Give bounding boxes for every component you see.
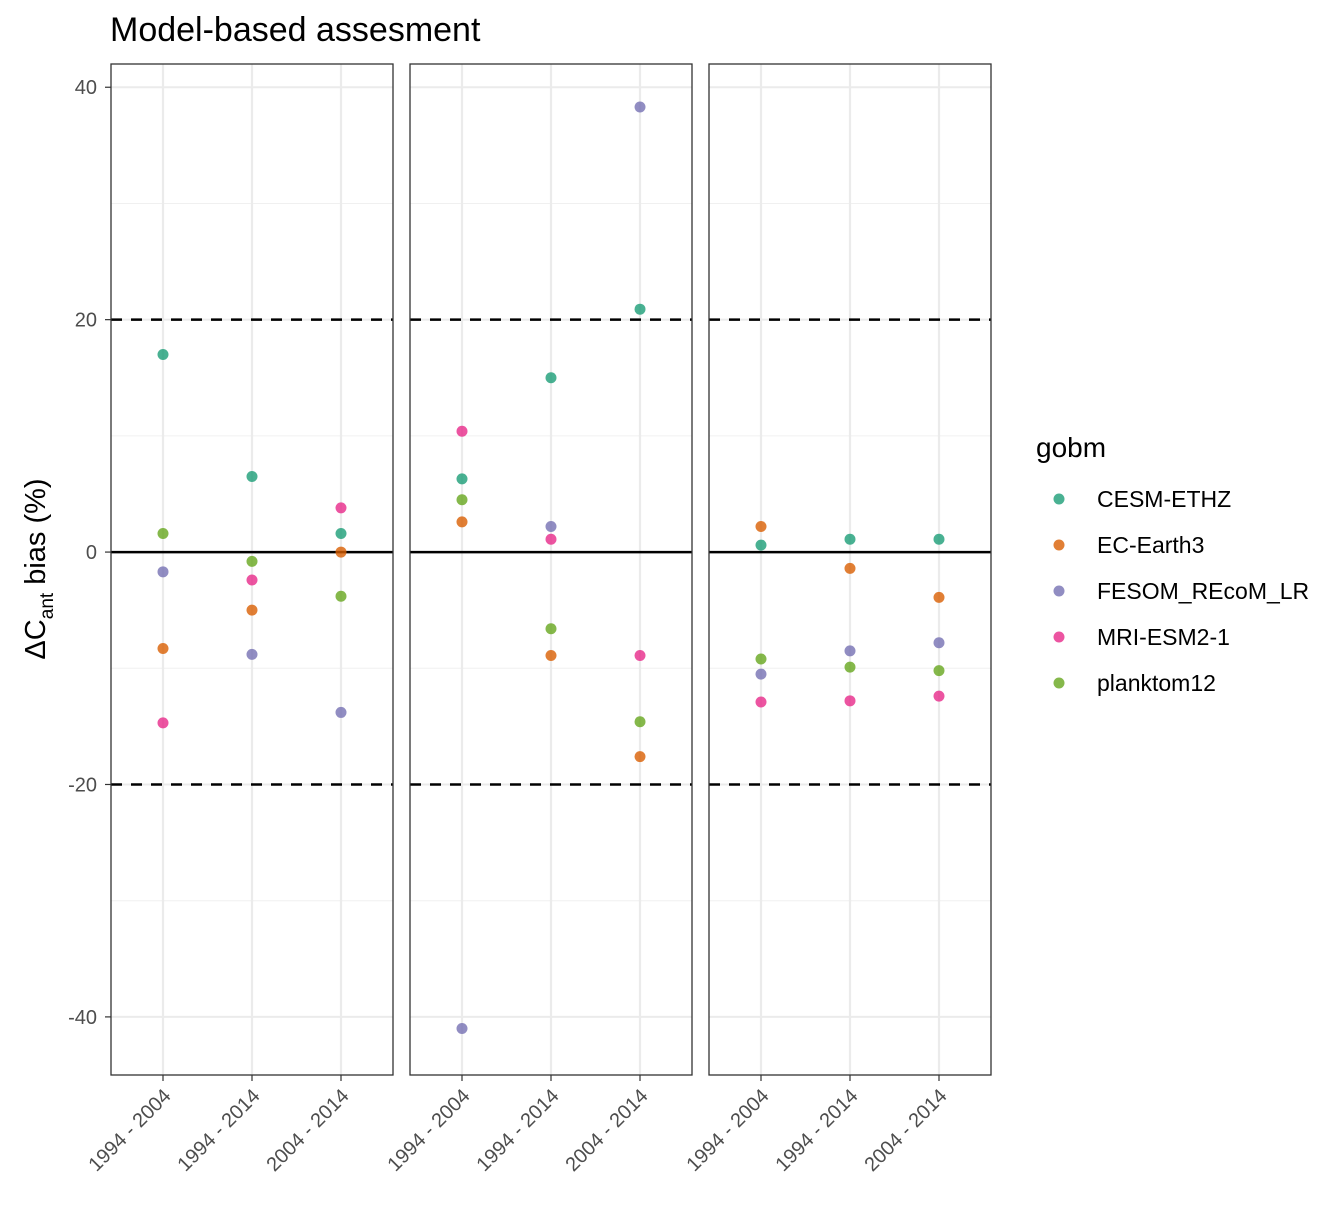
data-point xyxy=(755,668,767,680)
data-point xyxy=(933,591,945,603)
data-point xyxy=(456,494,468,506)
data-point xyxy=(246,574,258,586)
data-point xyxy=(246,471,258,483)
legend-label: CESM-ETHZ xyxy=(1097,486,1231,512)
data-point xyxy=(755,539,767,551)
y-tick-label: -40 xyxy=(68,1007,97,1029)
y-axis-label-prefix: ΔC xyxy=(20,619,52,659)
legend-key xyxy=(1053,631,1065,643)
data-point xyxy=(933,665,945,677)
data-point xyxy=(246,604,258,616)
data-point xyxy=(456,425,468,437)
y-tick-label: 0 xyxy=(86,542,97,564)
x-tick-label: 2004 - 2014 xyxy=(561,1085,652,1176)
x-tick-label: 2004 - 2014 xyxy=(860,1085,951,1176)
data-point xyxy=(545,533,557,545)
data-point xyxy=(545,521,557,533)
legend-title: gobm xyxy=(1036,432,1106,463)
legend-key xyxy=(1053,677,1065,689)
x-tick-label: 1994 - 2014 xyxy=(173,1085,264,1176)
data-point xyxy=(246,555,258,567)
legend-key xyxy=(1053,539,1065,551)
y-tick-label: -20 xyxy=(68,774,97,796)
data-point xyxy=(335,590,347,602)
x-tick-label: 1994 - 2014 xyxy=(472,1085,563,1176)
legend-key xyxy=(1053,493,1065,505)
y-axis-label-subscript: ant xyxy=(37,592,58,619)
data-point xyxy=(844,562,856,574)
x-tick-label: 1994 - 2004 xyxy=(383,1085,474,1176)
data-point xyxy=(755,521,767,533)
data-point xyxy=(634,751,646,763)
data-point xyxy=(157,643,169,655)
y-axis-label-suffix: bias (%) xyxy=(20,478,52,592)
legend-label: planktom12 xyxy=(1097,670,1216,696)
data-point xyxy=(634,716,646,728)
legend-label: EC-Earth3 xyxy=(1097,532,1204,558)
data-point xyxy=(545,623,557,635)
data-point xyxy=(755,653,767,665)
data-point xyxy=(335,502,347,514)
chart-title: Model-based assesment xyxy=(110,11,481,49)
x-tick-label: 1994 - 2004 xyxy=(84,1085,175,1176)
data-point xyxy=(844,533,856,545)
x-tick-label: 1994 - 2004 xyxy=(682,1085,773,1176)
x-tick-label: 1994 - 2014 xyxy=(771,1085,862,1176)
legend-key xyxy=(1053,585,1065,597)
data-point xyxy=(933,637,945,649)
y-tick-label: 20 xyxy=(75,310,97,332)
data-point xyxy=(335,546,347,558)
legend: gobm CESM-ETHZ EC-Earth3 FESOM_REcoM_LR MRI-… xyxy=(1036,432,1309,696)
data-point xyxy=(157,566,169,578)
data-point xyxy=(335,527,347,539)
data-point xyxy=(545,649,557,661)
data-point xyxy=(157,349,169,361)
legend-label: FESOM_REcoM_LR xyxy=(1097,578,1309,604)
data-point xyxy=(545,372,557,384)
data-point xyxy=(634,303,646,315)
y-tick-label: 40 xyxy=(75,77,97,99)
data-point xyxy=(933,690,945,702)
data-point xyxy=(246,648,258,660)
data-point xyxy=(844,645,856,657)
x-tick-label: 2004 - 2014 xyxy=(262,1085,353,1176)
data-point xyxy=(755,696,767,708)
data-point xyxy=(456,516,468,528)
data-point xyxy=(456,1023,468,1035)
y-axis-label: ΔCant bias (%) xyxy=(20,478,58,659)
data-point xyxy=(335,706,347,718)
data-point xyxy=(157,717,169,729)
data-point xyxy=(844,695,856,707)
data-point xyxy=(634,649,646,661)
data-point xyxy=(634,101,646,113)
data-point xyxy=(844,661,856,673)
legend-label: MRI-ESM2-1 xyxy=(1097,624,1230,650)
data-point xyxy=(456,473,468,485)
data-point xyxy=(157,527,169,539)
data-point xyxy=(933,533,945,545)
